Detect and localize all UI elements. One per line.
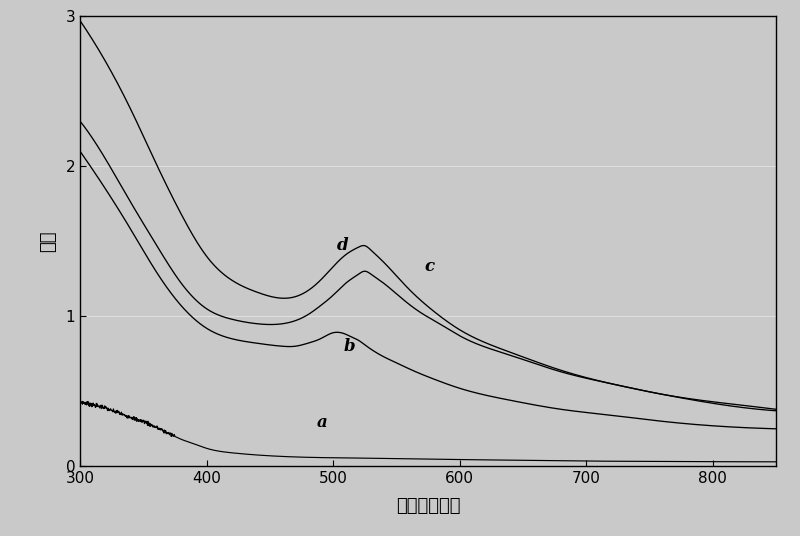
X-axis label: 波长（纳米）: 波长（纳米） [396, 497, 460, 515]
Text: c: c [424, 258, 434, 275]
Y-axis label: 吸收: 吸收 [39, 230, 57, 252]
Text: d: d [337, 237, 349, 254]
Text: a: a [317, 414, 327, 430]
Text: b: b [343, 338, 355, 355]
